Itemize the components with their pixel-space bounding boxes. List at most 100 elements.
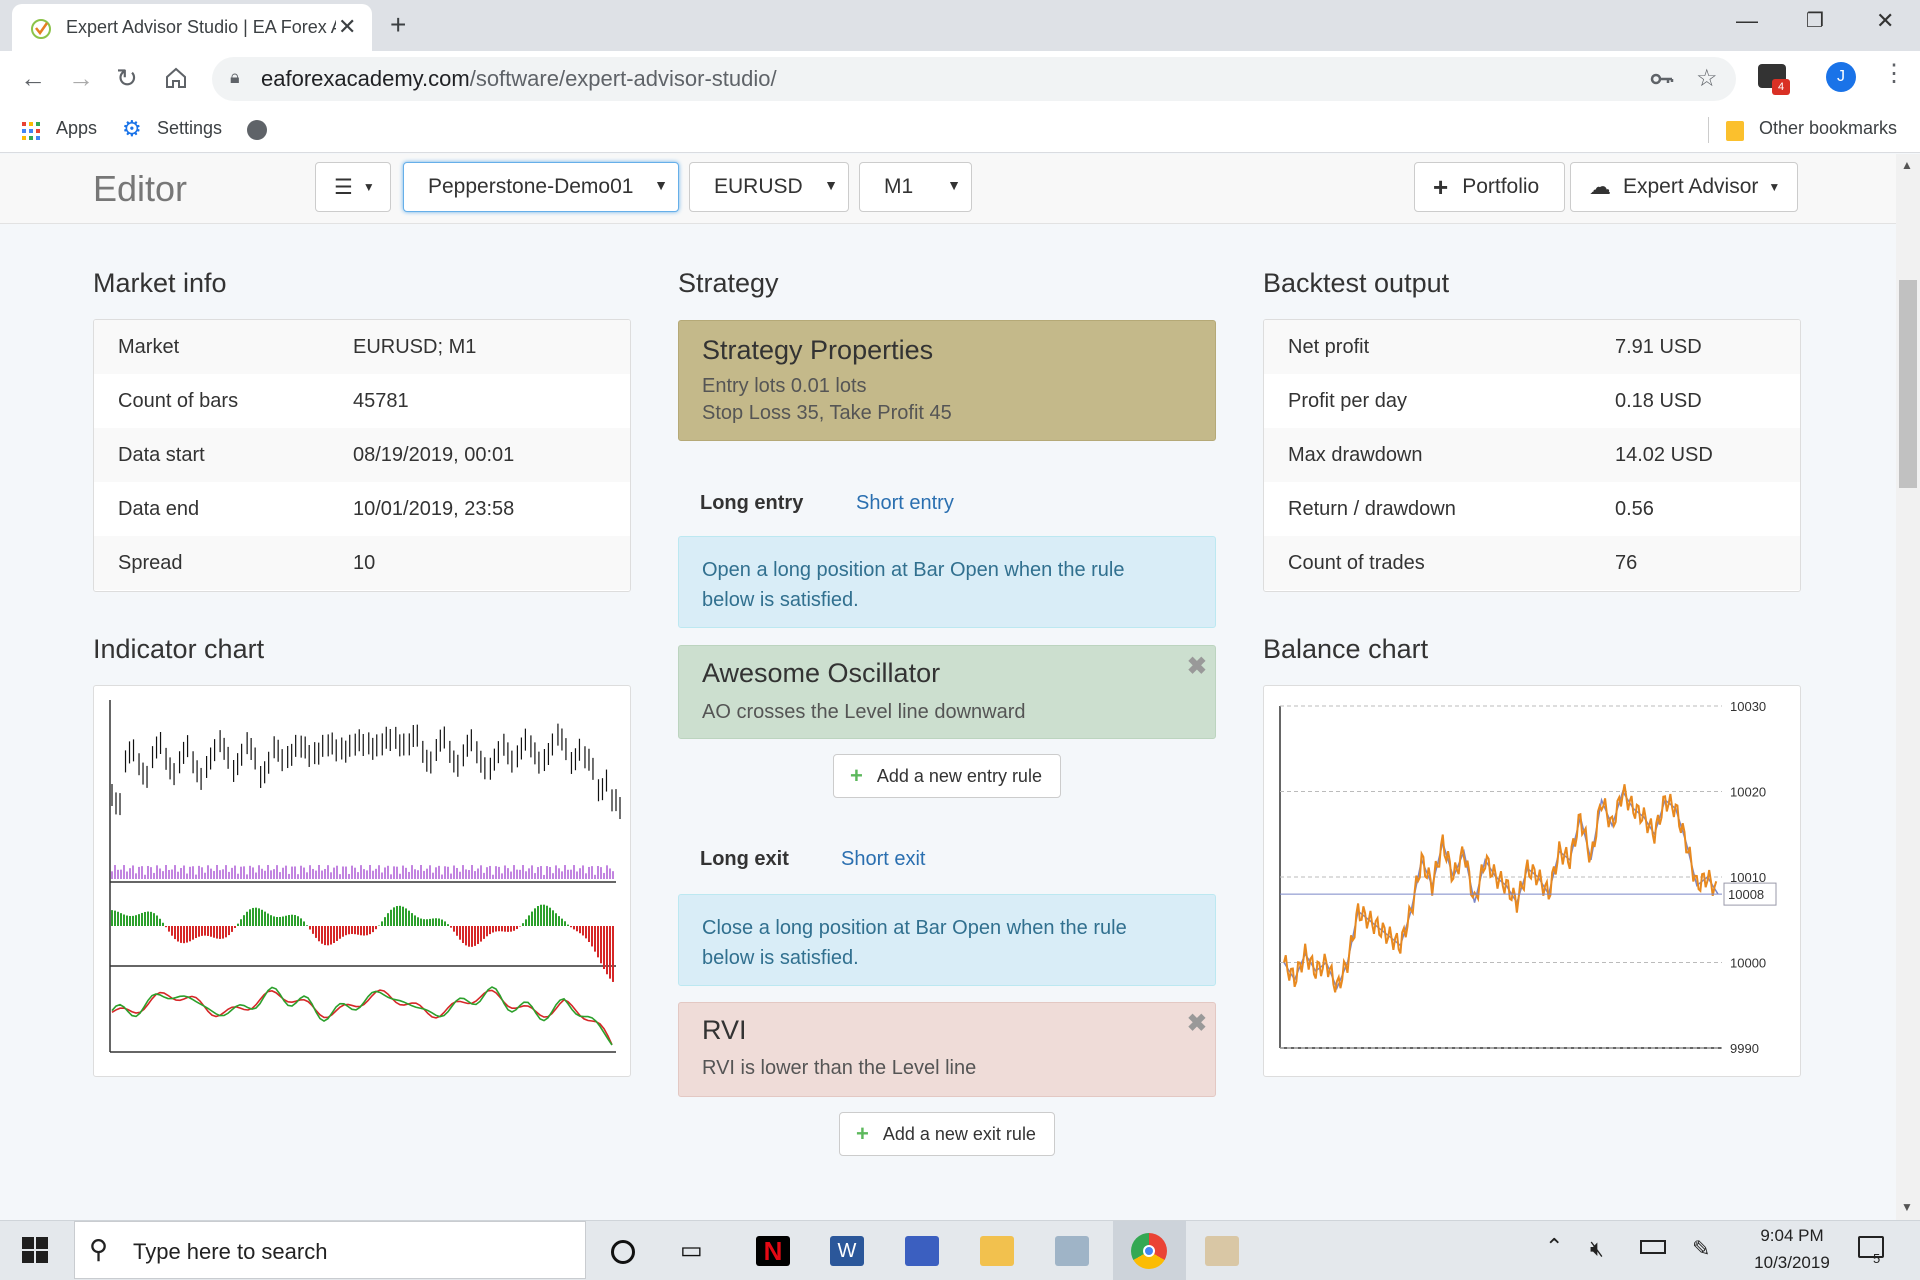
tab-short-entry[interactable]: Short entry	[856, 492, 954, 514]
menu-dots-icon[interactable]: ⋮	[1882, 60, 1906, 87]
window-close-icon[interactable]: ✕	[1876, 8, 1895, 33]
balance-chart: 10030 10020 10010 10000 9990 10008	[1279, 699, 1777, 1056]
tray-chevron-icon[interactable]: ⌃	[1545, 1234, 1564, 1259]
strategy-heading: Strategy	[678, 268, 779, 298]
row-value: 10	[353, 552, 376, 574]
battery-icon[interactable]	[1640, 1240, 1666, 1254]
market-info-table: Market EURUSD; M1 Count of bars 45781 Data…	[93, 319, 631, 592]
rvi-signal-line	[111, 986, 613, 1046]
account-select[interactable]: Pepperstone-Demo01 ▼	[403, 162, 679, 212]
notifications-icon[interactable]	[1858, 1236, 1884, 1258]
new-tab-icon[interactable]: +	[390, 9, 407, 40]
y-tick-label: 10000	[1730, 956, 1766, 971]
home-icon[interactable]	[164, 66, 188, 90]
minimize-icon[interactable]: —	[1736, 8, 1758, 33]
browser-tab[interactable]: Expert Advisor Studio | EA Forex Academy…	[12, 4, 372, 51]
task-view-icon[interactable]: ▭	[680, 1237, 703, 1264]
balance-chart-panel: 10030 10020 10010 10000 9990 10008	[1263, 685, 1801, 1077]
tab-long-entry[interactable]: Long entry	[700, 492, 804, 514]
row-value: 45781	[353, 390, 409, 412]
current-value-label: 10008	[1728, 887, 1764, 902]
row-value: 0.56	[1615, 498, 1654, 520]
reload-icon[interactable]: ↻	[116, 63, 138, 93]
scroll-down-icon[interactable]: ▼	[1901, 1200, 1913, 1214]
netflix-icon[interactable]: N	[756, 1236, 790, 1266]
exit-rule-card[interactable]: RVI RVI is lower than the Level line ✖	[678, 1002, 1216, 1097]
row-value: 76	[1615, 552, 1638, 574]
period-value: M1	[884, 175, 914, 198]
remove-rule-icon[interactable]: ✖	[1186, 1010, 1207, 1037]
cortana-icon[interactable]	[611, 1240, 635, 1264]
word-icon[interactable]: W	[830, 1236, 864, 1266]
editor-title: Editor	[93, 168, 188, 209]
profile-avatar[interactable]: J	[1826, 62, 1856, 92]
row-label: Data end	[118, 498, 200, 520]
app-icon[interactable]	[1055, 1236, 1089, 1266]
bookmark-star-icon[interactable]: ☆	[1696, 65, 1718, 92]
file-explorer-icon[interactable]	[980, 1236, 1014, 1266]
backtest-table: Net profit 7.91 USD Profit per day 0.18 US…	[1263, 319, 1801, 592]
entry-rule-desc: AO crosses the Level line downward	[702, 701, 1026, 723]
strategy-properties-line2: Stop Loss 35, Take Profit 45	[702, 402, 952, 424]
key-icon[interactable]	[1650, 69, 1674, 89]
pen-icon[interactable]: ✎	[1692, 1236, 1711, 1261]
scroll-up-icon[interactable]: ▲	[1901, 158, 1913, 172]
volume-muted-icon[interactable]: 🔇︎	[1590, 1236, 1604, 1261]
expert-advisor-button[interactable]: ☁ Expert Advisor ▼	[1570, 162, 1798, 212]
table-row: Return / drawdown 0.56	[1264, 482, 1800, 536]
forward-icon[interactable]: →	[68, 63, 94, 93]
scrollbar-thumb[interactable]	[1899, 280, 1917, 488]
url-text[interactable]: eaforexacademy.com/software/expert-advis…	[261, 66, 777, 92]
globe-icon[interactable]	[247, 120, 267, 140]
portfolio-button[interactable]: + Portfolio	[1414, 162, 1565, 212]
folder-icon	[1726, 121, 1744, 141]
plus-icon: +	[1433, 171, 1449, 202]
strategy-properties-line1: Entry lots 0.01 lots	[702, 375, 867, 397]
row-value: EURUSD; M1	[353, 336, 477, 358]
tab-long-exit[interactable]: Long exit	[700, 848, 789, 870]
table-row: Max drawdown 14.02 USD	[1264, 428, 1800, 482]
exit-rule-title: RVI	[702, 1015, 747, 1045]
entry-info-box: Open a long position at Bar Open when th…	[678, 536, 1216, 628]
hamburger-icon: ☰	[334, 175, 353, 199]
chrome-center	[1143, 1245, 1155, 1257]
settings-gear-icon[interactable]: ⚙	[122, 116, 142, 141]
clock-date[interactable]: 10/3/2019	[1754, 1253, 1830, 1272]
add-entry-rule-button[interactable]: + Add a new entry rule	[833, 754, 1061, 798]
table-row: Profit per day 0.18 USD	[1264, 374, 1800, 428]
apps-grid-icon[interactable]	[22, 122, 40, 140]
menu-dropdown-button[interactable]: ☰ ▼	[315, 162, 391, 212]
market-info-heading: Market info	[93, 268, 227, 298]
omnibox[interactable]: 🔒︎ eaforexacademy.com/software/expert-ad…	[212, 57, 1736, 101]
windows-start-icon[interactable]	[22, 1237, 48, 1263]
strategy-properties-card[interactable]: Strategy Properties Entry lots 0.01 lots…	[678, 320, 1216, 441]
symbol-select[interactable]: EURUSD ▼	[689, 162, 849, 212]
current-value-box	[1723, 882, 1777, 906]
portfolio-label: Portfolio	[1462, 175, 1540, 198]
row-label: Max drawdown	[1288, 444, 1423, 466]
lock-icon[interactable]: 🔒︎	[230, 67, 240, 87]
tab-short-exit[interactable]: Short exit	[841, 848, 926, 870]
table-row: Net profit 7.91 USD	[1264, 320, 1800, 374]
clock-time[interactable]: 9:04 PM	[1760, 1226, 1824, 1245]
row-label: Data start	[118, 444, 205, 466]
account-value: Pepperstone-Demo01	[428, 175, 634, 198]
bookmark-apps[interactable]: Apps	[56, 118, 98, 138]
bookmark-settings[interactable]: Settings	[157, 118, 223, 138]
back-icon[interactable]: ←	[20, 63, 46, 93]
tab-close-icon[interactable]: ✕	[338, 14, 357, 39]
add-exit-rule-button[interactable]: + Add a new exit rule	[839, 1112, 1055, 1156]
period-select[interactable]: M1 ▼	[859, 162, 972, 212]
remove-rule-icon[interactable]: ✖	[1186, 653, 1207, 680]
row-label: Market	[118, 336, 180, 358]
taskbar-search-box[interactable]: ⚲ Type here to search	[74, 1221, 586, 1279]
search-icon: ⚲	[89, 1234, 109, 1264]
network-app-icon[interactable]	[905, 1236, 939, 1266]
rvi-line	[111, 989, 613, 1046]
table-row: Spread 10	[94, 536, 630, 590]
bookmark-other[interactable]: Other bookmarks	[1759, 118, 1898, 138]
entry-rule-card[interactable]: Awesome Oscillator AO crosses the Level …	[678, 645, 1216, 739]
paint-icon[interactable]	[1205, 1236, 1239, 1266]
strategy-properties-title: Strategy Properties	[702, 335, 934, 365]
restore-icon[interactable]: ❐	[1806, 10, 1824, 32]
